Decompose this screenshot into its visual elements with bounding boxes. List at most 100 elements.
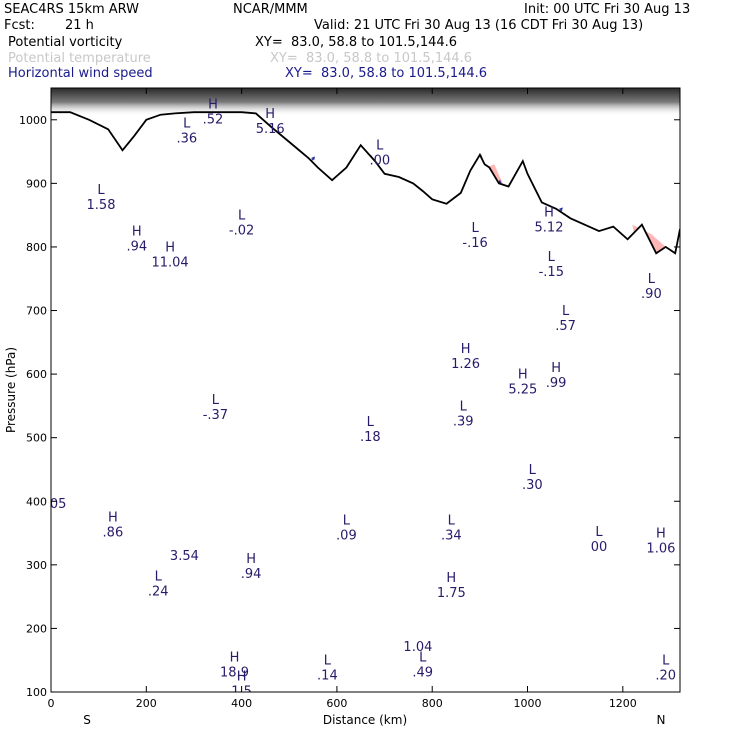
extremum-type-13: L: [448, 514, 456, 529]
extremum-value-28: 11.04: [151, 255, 188, 270]
extremum-type-25: L: [562, 304, 570, 319]
extremum-value-12: 1.75: [437, 586, 466, 601]
y-tick-label-800: 800: [26, 241, 47, 254]
field-name-wind: Horizontal wind speed: [8, 66, 153, 81]
extremum-type-27: L: [648, 272, 656, 287]
y-tick-label-700: 700: [26, 305, 47, 318]
extremum-type-31: H: [544, 205, 554, 220]
extremum-value-10: .94: [241, 567, 262, 582]
extremum-type-20: L: [212, 393, 220, 408]
extremum-value-34: .00: [369, 154, 390, 169]
extremum-value-4: 1.04: [403, 640, 432, 655]
extremum-value-22: 5.25: [508, 383, 537, 398]
extremum-type-32: L: [238, 209, 246, 224]
y-tick-label-1000: 1000: [19, 114, 47, 127]
y-tick-label-900: 900: [26, 177, 47, 190]
extremum-type-34: L: [376, 139, 384, 154]
model-title: SEAC4RS 15km ARW: [4, 2, 140, 17]
wind-arrowhead-561: [559, 207, 563, 212]
axis-layer: 100 200 300 400 500 600 700 800 900 1000 0 200 400 60…: [19, 88, 680, 710]
extremum-type-37: H: [265, 107, 275, 122]
org-label: NCAR/MMM: [233, 2, 308, 17]
extremum-value-31: 5.12: [535, 220, 564, 235]
y-tick-label-500: 500: [26, 432, 47, 445]
extremum-value-27: .90: [641, 287, 662, 302]
x-tick-label-400: 400: [231, 697, 252, 710]
y-tick-label-400: 400: [26, 495, 47, 508]
y-axis-title: Pressure (hPa): [4, 347, 18, 433]
extremum-type-26: L: [548, 250, 556, 265]
extremum-value-20: -.37: [203, 408, 228, 423]
field-xy-pv: XY= 83.0, 58.8 to 101.5,144.6: [255, 35, 458, 50]
extremum-value-16: .86: [103, 526, 124, 541]
extremum-value-1: 18.9: [220, 665, 249, 680]
y-tick-label-300: 300: [26, 559, 47, 572]
extremum-type-30: L: [471, 221, 479, 236]
wind-arrowhead-304: [311, 156, 315, 161]
extremum-value-30: -.16: [462, 236, 487, 251]
extremum-value-25: .57: [555, 319, 576, 334]
extremum-type-22: H: [518, 368, 528, 383]
terrain-layer: [51, 111, 680, 692]
field-name-pv: Potential vorticity: [8, 35, 123, 50]
extremum-value-2: .14: [317, 669, 338, 684]
extremum-type-8: L: [155, 570, 163, 585]
x-tick-label-800: 800: [422, 697, 443, 710]
terrain-line: [51, 111, 680, 255]
extremum-type-12: H: [446, 571, 456, 586]
extremum-type-28: H: [165, 240, 175, 255]
extremum-value-23: .99: [546, 376, 567, 391]
extremum-value-36: .52: [203, 112, 224, 127]
field-xy-theta: XY= 83.0, 58.8 to 101.5,144.6: [270, 51, 473, 66]
extremum-value-32: -.02: [229, 224, 254, 239]
extremum-type-33: L: [97, 183, 105, 198]
extremum-type-23: H: [551, 361, 561, 376]
field-name-theta: Potential temperature: [8, 51, 151, 66]
extremum-value-19: .18: [360, 430, 381, 445]
extremum-type-36: H: [208, 97, 218, 112]
extremum-value-13: .34: [441, 529, 462, 544]
x-tick-label-0: 0: [48, 697, 55, 710]
extremum-value-7: .20: [655, 669, 676, 684]
north-label: N: [657, 713, 666, 727]
extremum-value-17: 05: [50, 497, 67, 512]
x-tick-label-1200: 1200: [609, 697, 637, 710]
extremum-value-8: .24: [148, 585, 169, 600]
extremum-value-14: 00: [591, 540, 608, 555]
plot-frame: [50, 87, 681, 693]
extremum-type-0: H: [237, 670, 247, 685]
extremum-value-18: .30: [522, 478, 543, 493]
y-tick-label-200: 200: [26, 622, 47, 635]
y-tick-label-600: 600: [26, 368, 47, 381]
extremum-type-21: L: [460, 399, 468, 414]
field-xy-wind: XY= 83.0, 58.8 to 101.5,144.6: [285, 66, 488, 81]
extremum-value-24: 1.26: [451, 357, 480, 372]
extremum-type-18: L: [529, 463, 537, 478]
extremum-value-29: .94: [126, 239, 147, 254]
extremum-type-10: H: [246, 552, 256, 567]
extremum-value-33: 1.58: [87, 198, 116, 213]
forecast-label: Fcst:: [4, 18, 35, 33]
init-time: Init: 00 UTC Fri 30 Aug 13: [524, 2, 691, 17]
extremum-type-2: L: [324, 654, 332, 669]
extremum-type-14: L: [595, 525, 603, 540]
extremum-value-37: 5.16: [256, 122, 285, 137]
extremum-type-15: H: [656, 526, 666, 541]
extremum-type-1: H: [230, 650, 240, 665]
extremum-value-6: .59: [589, 693, 610, 708]
x-tick-label-200: 200: [136, 697, 157, 710]
extremum-value-11: .09: [336, 529, 357, 544]
extremum-type-35: L: [183, 116, 191, 131]
extremum-value-35: .36: [176, 131, 197, 146]
x-tick-label-1000: 1000: [514, 697, 542, 710]
valid-time: Valid: 21 UTC Fri 30 Aug 13 (16 CDT Fri …: [314, 18, 644, 33]
extremum-value-3: .49: [412, 665, 433, 680]
stratosphere-shading: [51, 88, 680, 116]
extremum-value-9: 3.54: [170, 549, 199, 564]
forecast-hour: 21 h: [65, 18, 94, 33]
extremum-value-15: 1.06: [646, 541, 675, 556]
extremum-type-7: L: [662, 654, 670, 669]
terrain-fill: [51, 112, 680, 692]
